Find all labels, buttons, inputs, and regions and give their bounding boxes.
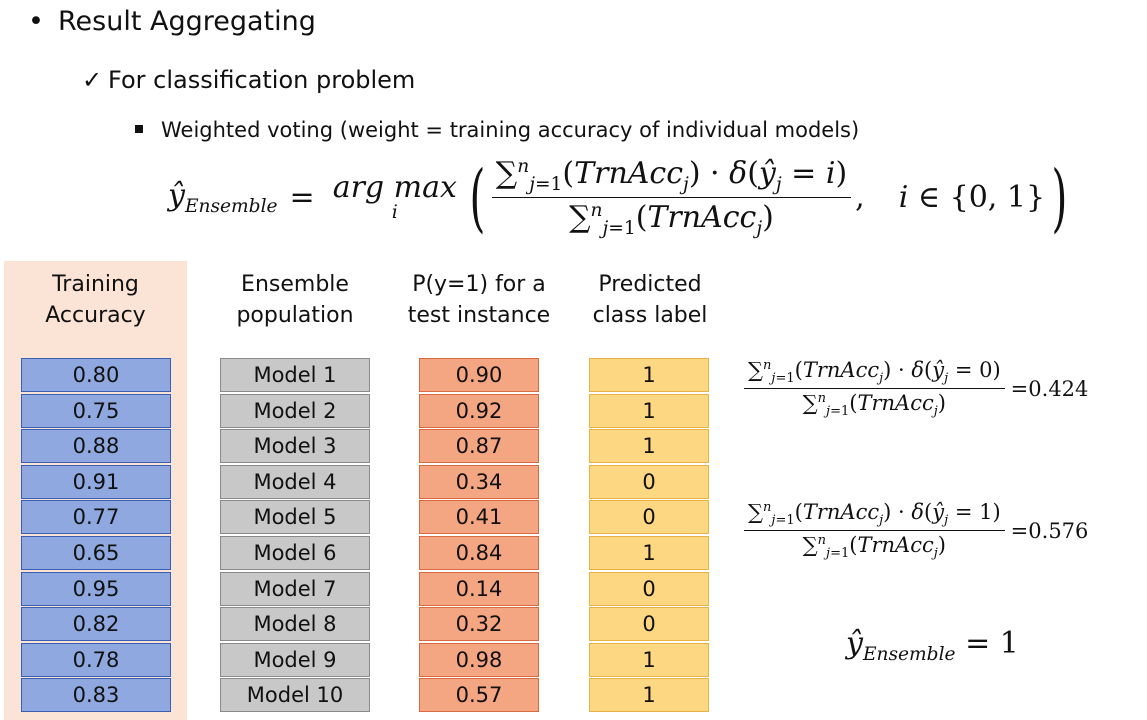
- header-accuracy-line1: Training: [52, 272, 139, 297]
- formula-equals: =: [289, 180, 315, 215]
- formula-argmax: arg max i: [333, 173, 457, 222]
- probability-cell: 0.98: [419, 642, 539, 677]
- formula-close-paren: ): [1051, 154, 1068, 241]
- header-ensemble-population: Ensemble population: [220, 269, 370, 331]
- model-cell: Model 9: [220, 642, 370, 677]
- label-cell: 1: [589, 642, 709, 677]
- bullet-level3-text: Weighted voting (weight = training accur…: [161, 118, 860, 142]
- formula-argmax-sub: i: [391, 201, 398, 223]
- model-cell: Model 6: [220, 535, 370, 570]
- accuracy-cell: 0.78: [21, 642, 171, 677]
- accuracy-cell: 0.75: [21, 393, 171, 428]
- bullet-level2-text: For classification problem: [108, 66, 416, 94]
- header-predicted-label: Predicted class label: [580, 269, 720, 331]
- probability-cell: 0.32: [419, 607, 539, 642]
- accuracy-cell: 0.80: [21, 358, 171, 392]
- label-cell: 0: [589, 464, 709, 499]
- bullet-level2: ✓ For classification problem: [82, 66, 415, 94]
- accuracy-cell: 0.88: [21, 429, 171, 464]
- label-cell: 0: [589, 571, 709, 606]
- label-cell: 1: [589, 429, 709, 464]
- formula-open-paren: (: [469, 154, 486, 241]
- square-bullet-icon: [135, 125, 143, 133]
- side-formula-0-class: 0: [979, 358, 993, 382]
- label-cell: 1: [589, 678, 709, 713]
- label-cell: 1: [589, 358, 709, 392]
- model-cell: Model 3: [220, 429, 370, 464]
- ensemble-result-value: 1: [999, 626, 1019, 661]
- probability-cell: 0.14: [419, 571, 539, 606]
- probability-cell: 0.87: [419, 429, 539, 464]
- header-probability-line2: test instance: [407, 303, 551, 328]
- header-training-accuracy: Training Accuracy: [4, 269, 187, 331]
- accuracy-cell: 0.91: [21, 464, 171, 499]
- model-cell: Model 10: [220, 678, 370, 713]
- label-cell: 0: [589, 607, 709, 642]
- accuracy-cell: 0.95: [21, 571, 171, 606]
- probability-column: 0.90 0.92 0.87 0.34 0.41 0.84 0.14 0.32 0.98 0.57: [419, 358, 539, 714]
- probability-cell: 0.57: [419, 678, 539, 713]
- header-population-line2: population: [236, 303, 354, 328]
- formula-condition: i ∈ {0, 1}: [898, 180, 1046, 215]
- label-cell: 1: [589, 535, 709, 570]
- checkmark-icon: ✓: [82, 66, 103, 94]
- bullet-level1-text: Result Aggregating: [58, 6, 316, 37]
- label-cell: 0: [589, 500, 709, 535]
- side-formula-0-value: 0.424: [1028, 376, 1089, 401]
- ensemble-result: ŷEnsemble = 1: [846, 626, 1019, 665]
- side-formula-class-1: ∑nj=1(TrnAccj) · δ(ŷj = 1) ∑nj=1(TrnAccj…: [744, 500, 1088, 561]
- header-accuracy-line2: Accuracy: [45, 303, 146, 328]
- model-cell: Model 4: [220, 464, 370, 499]
- model-cell: Model 5: [220, 500, 370, 535]
- accuracy-cell: 0.83: [21, 678, 171, 713]
- accuracy-cell: 0.65: [21, 535, 171, 570]
- accuracy-column: 0.80 0.75 0.88 0.91 0.77 0.65 0.95 0.82 0.78 0.83: [21, 358, 171, 714]
- formula-denominator: ∑nj=1(TrnAccj): [569, 200, 774, 239]
- probability-cell: 0.41: [419, 500, 539, 535]
- formula-fraction: ∑nj=1(TrnAccj) · δ(ŷj = i) ∑nj=1(TrnAccj…: [491, 156, 852, 239]
- accuracy-cell: 0.77: [21, 500, 171, 535]
- accuracy-cell: 0.82: [21, 607, 171, 642]
- probability-cell: 0.84: [419, 535, 539, 570]
- header-population-line1: Ensemble: [241, 272, 349, 297]
- formula-argmax-label: arg max: [332, 170, 457, 205]
- header-label-line2: class label: [592, 303, 708, 328]
- model-cell: Model 8: [220, 607, 370, 642]
- bullet-level3: Weighted voting (weight = training accur…: [135, 118, 859, 142]
- side-formula-1-value: 0.576: [1028, 518, 1089, 543]
- model-column: Model 1 Model 2 Model 3 Model 4 Model 5 Model…: [220, 358, 370, 714]
- label-cell: 1: [589, 393, 709, 428]
- side-formula-1-class: 1: [979, 500, 993, 524]
- header-probability: P(y=1) for a test instance: [400, 269, 558, 331]
- formula-lhs: ŷEnsemble: [168, 178, 278, 217]
- model-cell: Model 7: [220, 571, 370, 606]
- main-formula: ŷEnsemble = arg max i ( ∑nj=1(TrnAccj) ·…: [168, 154, 1068, 241]
- probability-cell: 0.34: [419, 464, 539, 499]
- probability-cell: 0.90: [419, 358, 539, 392]
- header-probability-line1: P(y=1) for a: [412, 272, 546, 297]
- model-cell: Model 2: [220, 393, 370, 428]
- bullet-level1: • Result Aggregating: [28, 6, 316, 37]
- header-label-line1: Predicted: [598, 272, 702, 297]
- model-cell: Model 1: [220, 358, 370, 392]
- formula-numerator: ∑nj=1(TrnAccj) · δ(ŷj = i): [491, 156, 852, 198]
- probability-cell: 0.92: [419, 393, 539, 428]
- side-formula-class-0: ∑nj=1(TrnAccj) · δ(ŷj = 0) ∑nj=1(TrnAccj…: [744, 358, 1088, 419]
- bullet-dot-icon: •: [28, 6, 44, 37]
